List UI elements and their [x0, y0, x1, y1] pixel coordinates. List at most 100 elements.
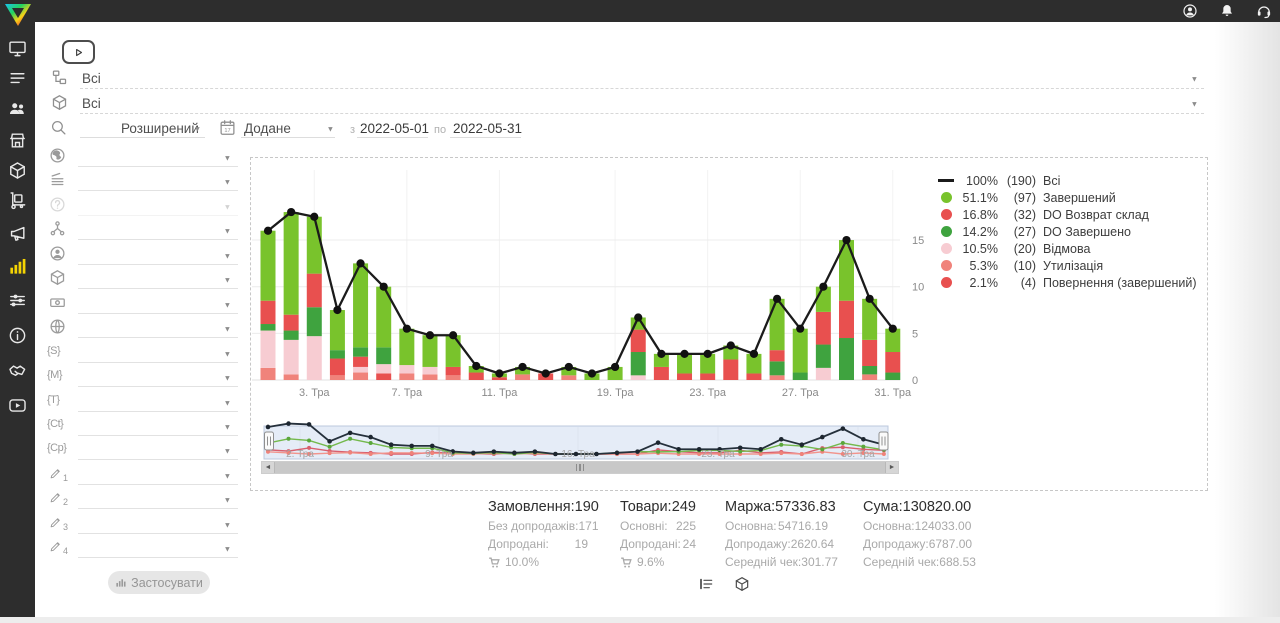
line-point[interactable] — [472, 361, 481, 371]
bar-segment[interactable] — [815, 344, 831, 368]
filter-select-underline[interactable] — [78, 532, 238, 534]
line-point[interactable] — [564, 362, 573, 372]
bar-segment[interactable] — [376, 286, 392, 348]
bar-segment[interactable] — [839, 338, 854, 380]
bar-segment[interactable] — [353, 356, 369, 367]
line-point[interactable] — [425, 331, 435, 340]
bar-segment[interactable] — [792, 372, 808, 380]
filter-select-underline[interactable] — [78, 508, 238, 510]
chevron-down-icon[interactable]: ▼ — [223, 496, 232, 505]
bar-segment[interactable] — [862, 339, 878, 367]
bar-segment[interactable] — [561, 375, 577, 380]
bar-segment[interactable] — [306, 273, 322, 308]
line-point[interactable] — [541, 369, 550, 378]
bar-segment[interactable] — [306, 216, 322, 274]
bar-segment[interactable] — [329, 358, 345, 376]
bar-segment[interactable] — [260, 367, 276, 380]
navigator-handle[interactable] — [264, 431, 274, 451]
app-logo[interactable] — [3, 1, 33, 28]
bar-segment[interactable] — [491, 377, 507, 380]
bar-segment[interactable] — [353, 347, 369, 357]
line-point[interactable] — [611, 362, 620, 372]
bar-segment[interactable] — [260, 300, 276, 325]
sidebar-item-list-icon[interactable] — [8, 69, 27, 88]
line-point[interactable] — [680, 349, 689, 358]
chevron-down-icon[interactable]: ▼ — [326, 124, 335, 134]
bar-segment[interactable] — [746, 353, 762, 374]
headset-icon[interactable] — [1256, 3, 1272, 19]
bar-segment[interactable] — [862, 366, 878, 375]
chevron-down-icon[interactable]: ▼ — [223, 276, 232, 285]
line-point[interactable] — [263, 226, 273, 235]
sidebar-item-users-icon[interactable] — [8, 99, 27, 118]
sidebar-item-megaphone-icon[interactable] — [8, 224, 27, 243]
category-select-value[interactable]: Всі — [82, 71, 101, 86]
chevron-down-icon[interactable]: ▼ — [223, 544, 232, 554]
bar-segment[interactable] — [630, 375, 646, 380]
chevron-down-icon[interactable]: ▼ — [223, 373, 232, 383]
bar-segment[interactable] — [815, 367, 831, 380]
bar-segment[interactable] — [792, 328, 808, 373]
bar-segment[interactable] — [769, 375, 785, 380]
line-point[interactable] — [796, 324, 805, 333]
scroll-right-arrow-icon[interactable]: ► — [886, 462, 898, 473]
bar-segment[interactable] — [677, 353, 693, 374]
bar-segment[interactable] — [445, 335, 461, 367]
bar-segment[interactable] — [353, 366, 369, 373]
filter-select-underline[interactable] — [78, 337, 238, 339]
line-point[interactable] — [356, 259, 365, 268]
bar-segment[interactable] — [399, 373, 415, 380]
bar-segment[interactable] — [399, 328, 415, 366]
filter-select-underline[interactable] — [78, 288, 238, 290]
bar-segment[interactable] — [700, 353, 716, 374]
filter-select-underline[interactable] — [78, 410, 238, 412]
sidebar-item-info-icon[interactable] — [8, 326, 27, 345]
line-point[interactable] — [703, 349, 712, 358]
filter-select-underline[interactable] — [78, 239, 238, 241]
bar-segment[interactable] — [839, 240, 854, 301]
filter-select-underline[interactable] — [78, 483, 238, 485]
line-point[interactable] — [865, 294, 874, 303]
bar-segment[interactable] — [422, 374, 438, 380]
chevron-down-icon[interactable]: ▼ — [1190, 99, 1199, 109]
product-select-value[interactable]: Всі — [82, 96, 101, 111]
legend-item[interactable]: 2.1% (4) Повернення (завершений) — [938, 274, 1197, 291]
chevron-down-icon[interactable]: ▼ — [223, 324, 232, 334]
bar-segment[interactable] — [283, 314, 299, 331]
bar-segment[interactable] — [376, 364, 392, 374]
bar-segment[interactable] — [723, 359, 739, 380]
sidebar-item-package-icon[interactable] — [8, 161, 27, 180]
chevron-down-icon[interactable]: ▼ — [223, 202, 232, 212]
chevron-down-icon[interactable]: ▼ — [223, 300, 232, 309]
apply-button[interactable]: Застосувати — [108, 571, 210, 594]
filter-select-underline[interactable] — [78, 312, 238, 314]
chevron-down-icon[interactable]: ▼ — [223, 422, 232, 432]
bar-segment[interactable] — [422, 366, 438, 375]
date-from-input[interactable]: 2022-05-01 — [360, 121, 430, 136]
line-point[interactable] — [749, 349, 759, 358]
line-point[interactable] — [888, 324, 897, 333]
bar-segment[interactable] — [260, 330, 276, 368]
sidebar-item-handshake-icon[interactable] — [8, 361, 27, 380]
bar-segment[interactable] — [815, 311, 831, 345]
bar-segment[interactable] — [561, 366, 577, 376]
bar-segment[interactable] — [468, 372, 484, 380]
bar-segment[interactable] — [653, 366, 669, 380]
bar-segment[interactable] — [885, 328, 901, 353]
sidebar-item-handtruck-icon[interactable] — [8, 191, 27, 210]
product-select-underline[interactable] — [80, 113, 1204, 114]
user-circle-icon[interactable] — [1182, 3, 1198, 19]
legend-item[interactable]: 100% (190) Всі — [938, 172, 1197, 189]
sidebar-item-store-icon[interactable] — [8, 131, 27, 150]
sidebar-item-sliders-icon[interactable] — [8, 291, 27, 310]
line-point[interactable] — [310, 212, 319, 221]
line-point[interactable] — [587, 369, 597, 378]
line-point[interactable] — [819, 282, 828, 291]
scrollbar-thumb[interactable] — [274, 462, 886, 473]
bar-segment[interactable] — [353, 372, 369, 380]
bar-segment[interactable] — [283, 374, 299, 380]
bar-segment[interactable] — [630, 329, 646, 353]
filter-select-underline[interactable] — [78, 434, 238, 436]
chevron-down-icon[interactable]: ▼ — [223, 447, 232, 456]
bar-segment[interactable] — [422, 335, 438, 367]
